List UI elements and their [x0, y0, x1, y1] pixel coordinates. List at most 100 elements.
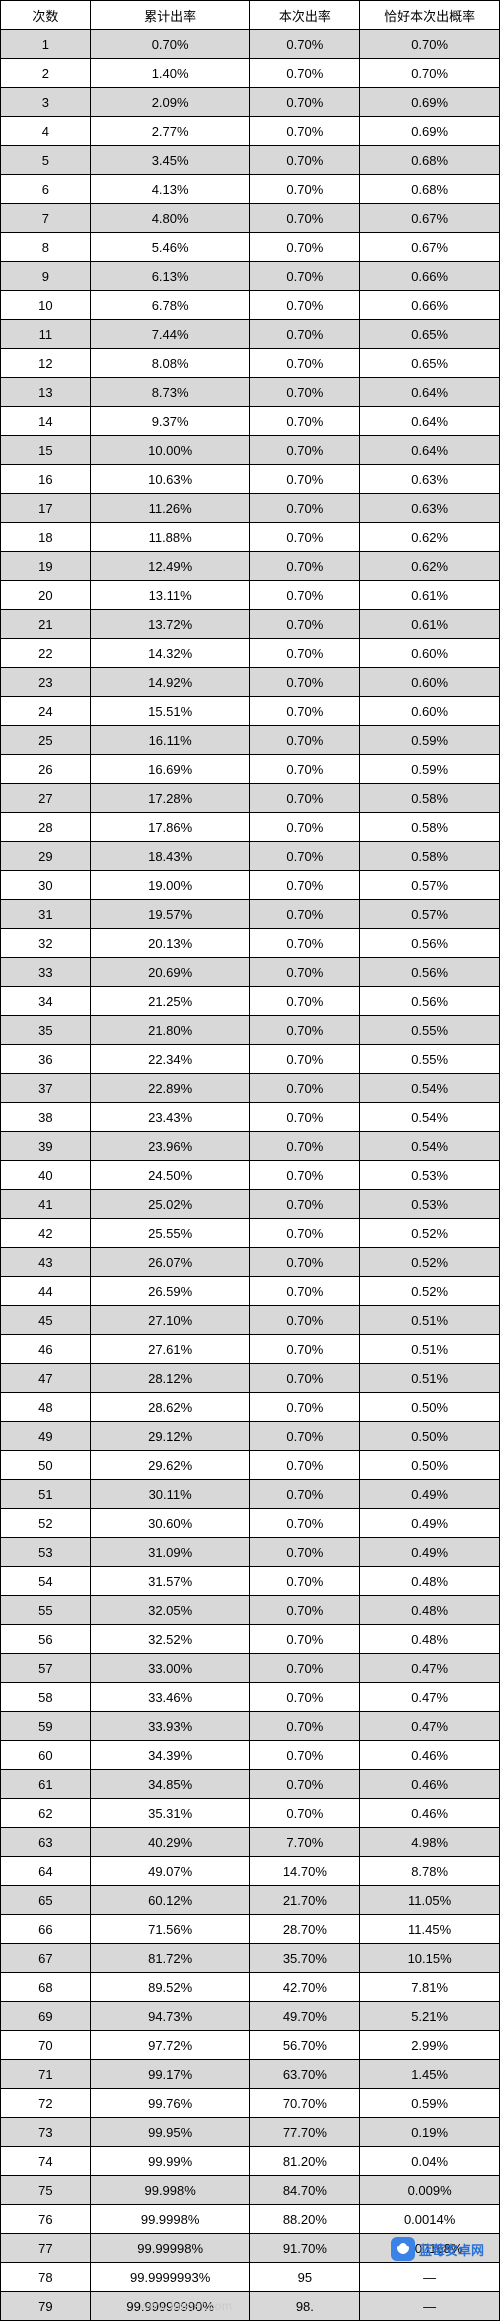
cell-cumulative: 97.72%: [90, 2031, 250, 2060]
cell-this-rate: 56.70%: [250, 2031, 360, 2060]
cell-this-rate: 0.70%: [250, 639, 360, 668]
cell-cumulative: 89.52%: [90, 1973, 250, 2002]
cell-index: 54: [1, 1567, 91, 1596]
table-row: 6235.31%0.70%0.46%: [1, 1799, 500, 1828]
table-row: 6994.73%49.70%5.21%: [1, 2002, 500, 2031]
cell-index: 18: [1, 523, 91, 552]
cell-this-rate: 0.70%: [250, 1480, 360, 1509]
cell-this-rate: 0.70%: [250, 1161, 360, 1190]
table-row: 1912.49%0.70%0.62%: [1, 552, 500, 581]
cell-cumulative: 99.99998%: [90, 2234, 250, 2263]
cell-exact-prob: 11.05%: [360, 1886, 500, 1915]
cell-this-rate: 0.70%: [250, 1074, 360, 1103]
cell-exact-prob: 0.61%: [360, 610, 500, 639]
cell-exact-prob: 0.63%: [360, 465, 500, 494]
cell-index: 4: [1, 117, 91, 146]
cell-cumulative: 33.93%: [90, 1712, 250, 1741]
cell-cumulative: 25.55%: [90, 1219, 250, 1248]
cell-index: 43: [1, 1248, 91, 1277]
cell-cumulative: 99.99%: [90, 2147, 250, 2176]
cell-exact-prob: 0.54%: [360, 1132, 500, 1161]
cell-index: 5: [1, 146, 91, 175]
cell-this-rate: 88.20%: [250, 2205, 360, 2234]
table-row: 4828.62%0.70%0.50%: [1, 1393, 500, 1422]
cell-this-rate: 81.20%: [250, 2147, 360, 2176]
cell-this-rate: 0.70%: [250, 262, 360, 291]
table-row: 7097.72%56.70%2.99%: [1, 2031, 500, 2060]
cell-exact-prob: 0.59%: [360, 755, 500, 784]
cell-this-rate: 35.70%: [250, 1944, 360, 1973]
cell-cumulative: 35.31%: [90, 1799, 250, 1828]
table-row: 3823.43%0.70%0.54%: [1, 1103, 500, 1132]
col-header-cumulative: 累计出率: [90, 1, 250, 30]
cell-index: 42: [1, 1219, 91, 1248]
cell-cumulative: 26.59%: [90, 1277, 250, 1306]
table-row: 1610.63%0.70%0.63%: [1, 465, 500, 494]
table-row: 64.13%0.70%0.68%: [1, 175, 500, 204]
cell-index: 32: [1, 929, 91, 958]
cell-cumulative: 18.43%: [90, 842, 250, 871]
table-row: 5532.05%0.70%0.48%: [1, 1596, 500, 1625]
cell-index: 67: [1, 1944, 91, 1973]
table-row: 4225.55%0.70%0.52%: [1, 1219, 500, 1248]
cell-index: 33: [1, 958, 91, 987]
cell-this-rate: 28.70%: [250, 1915, 360, 1944]
cell-exact-prob: 0.51%: [360, 1364, 500, 1393]
cell-index: 59: [1, 1712, 91, 1741]
cell-exact-prob: 0.50%: [360, 1422, 500, 1451]
cell-this-rate: 14.70%: [250, 1857, 360, 1886]
table-row: 5733.00%0.70%0.47%: [1, 1654, 500, 1683]
cell-cumulative: 15.51%: [90, 697, 250, 726]
cell-exact-prob: 0.46%: [360, 1741, 500, 1770]
cell-cumulative: 99.95%: [90, 2118, 250, 2147]
cell-index: 16: [1, 465, 91, 494]
table-row: 3722.89%0.70%0.54%: [1, 1074, 500, 1103]
cell-exact-prob: 0.58%: [360, 784, 500, 813]
cell-index: 48: [1, 1393, 91, 1422]
cell-exact-prob: 0.60%: [360, 697, 500, 726]
table-row: 3220.13%0.70%0.56%: [1, 929, 500, 958]
cell-cumulative: 11.26%: [90, 494, 250, 523]
cell-index: 50: [1, 1451, 91, 1480]
cell-this-rate: 77.70%: [250, 2118, 360, 2147]
cell-exact-prob: 0.48%: [360, 1567, 500, 1596]
cell-this-rate: 0.70%: [250, 1277, 360, 1306]
table-row: 2516.11%0.70%0.59%: [1, 726, 500, 755]
cell-exact-prob: 0.64%: [360, 436, 500, 465]
cell-index: 20: [1, 581, 91, 610]
cell-index: 70: [1, 2031, 91, 2060]
cell-cumulative: 10.63%: [90, 465, 250, 494]
cell-this-rate: 0.70%: [250, 1016, 360, 1045]
cell-this-rate: 91.70%: [250, 2234, 360, 2263]
cell-exact-prob: 0.54%: [360, 1074, 500, 1103]
cell-cumulative: 17.86%: [90, 813, 250, 842]
cell-exact-prob: 0.19%: [360, 2118, 500, 2147]
cell-index: 30: [1, 871, 91, 900]
cell-index: 22: [1, 639, 91, 668]
cell-cumulative: 8.08%: [90, 349, 250, 378]
cell-index: 2: [1, 59, 91, 88]
table-row: 7999.99999990%98.—: [1, 2292, 500, 2321]
cell-cumulative: 30.11%: [90, 1480, 250, 1509]
cell-index: 73: [1, 2118, 91, 2147]
cell-exact-prob: 0.58%: [360, 813, 500, 842]
cell-this-rate: 0.70%: [250, 494, 360, 523]
cell-exact-prob: 0.51%: [360, 1306, 500, 1335]
cell-exact-prob: 0.46%: [360, 1770, 500, 1799]
cell-index: 14: [1, 407, 91, 436]
cell-this-rate: 98.: [250, 2292, 360, 2321]
table-row: 2113.72%0.70%0.61%: [1, 610, 500, 639]
table-row: 7799.99998%91.70%0.000168%: [1, 2234, 500, 2263]
probability-table: 次数 累计出率 本次出率 恰好本次出概率 10.70%0.70%0.70%21.…: [0, 0, 500, 2321]
table-row: 6449.07%14.70%8.78%: [1, 1857, 500, 1886]
cell-cumulative: 4.13%: [90, 175, 250, 204]
cell-index: 57: [1, 1654, 91, 1683]
table-row: 4929.12%0.70%0.50%: [1, 1422, 500, 1451]
cell-exact-prob: 0.56%: [360, 929, 500, 958]
table-row: 96.13%0.70%0.66%: [1, 262, 500, 291]
table-row: 3923.96%0.70%0.54%: [1, 1132, 500, 1161]
cell-exact-prob: 0.64%: [360, 378, 500, 407]
cell-exact-prob: 0.52%: [360, 1248, 500, 1277]
cell-cumulative: 34.39%: [90, 1741, 250, 1770]
cell-exact-prob: 0.56%: [360, 987, 500, 1016]
